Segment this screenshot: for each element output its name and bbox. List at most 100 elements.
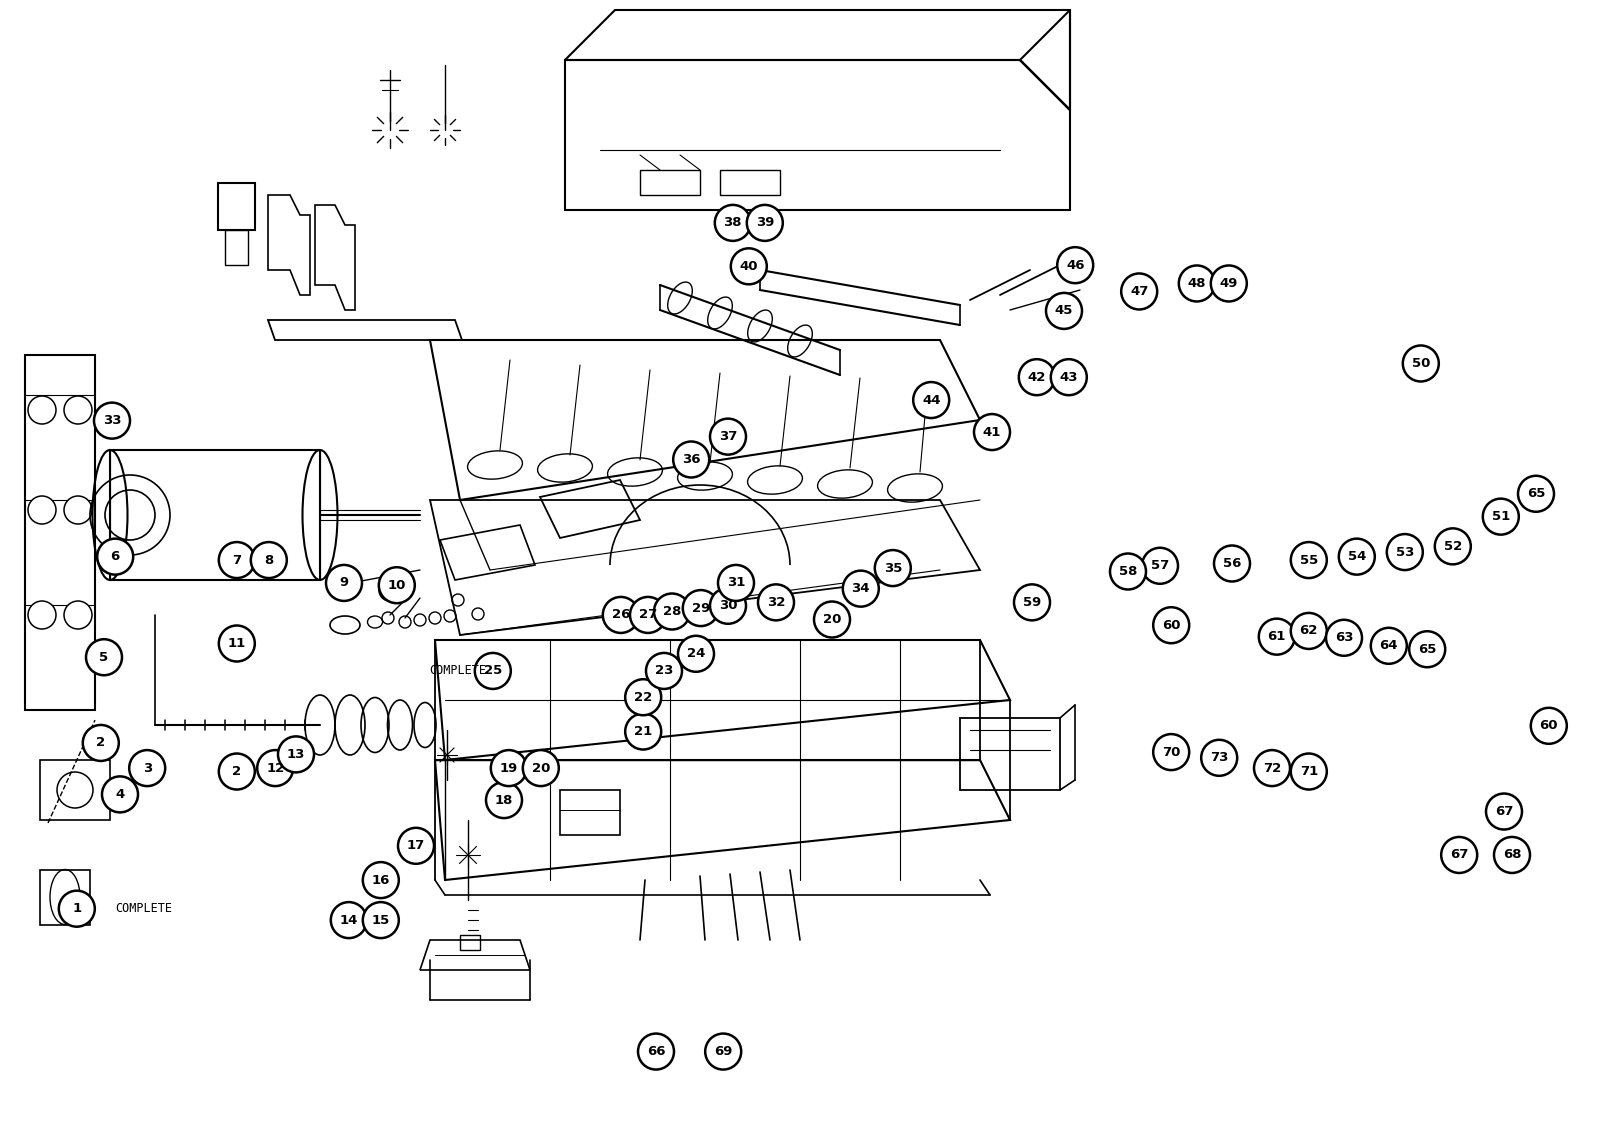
Circle shape [1403, 345, 1438, 382]
Text: 52: 52 [1443, 539, 1462, 553]
Text: 2: 2 [232, 765, 242, 778]
Circle shape [278, 736, 314, 773]
Text: 51: 51 [1491, 510, 1510, 523]
Text: 39: 39 [755, 216, 774, 230]
Text: 7: 7 [232, 553, 242, 567]
Text: 26: 26 [611, 608, 630, 622]
Circle shape [398, 828, 434, 864]
Circle shape [710, 418, 746, 455]
Circle shape [523, 750, 558, 786]
Circle shape [674, 441, 709, 478]
Text: 62: 62 [1299, 624, 1318, 638]
Circle shape [1058, 247, 1093, 283]
Text: 59: 59 [1022, 596, 1042, 609]
Circle shape [646, 653, 682, 689]
Text: 1: 1 [72, 902, 82, 916]
Circle shape [1483, 498, 1518, 535]
Text: 18: 18 [494, 793, 514, 807]
Text: 10: 10 [387, 578, 406, 592]
Circle shape [1046, 293, 1082, 329]
Text: 61: 61 [1267, 630, 1286, 644]
Text: 45: 45 [1054, 304, 1074, 318]
Text: 53: 53 [1395, 545, 1414, 559]
Text: 21: 21 [634, 725, 653, 738]
Circle shape [1202, 740, 1237, 776]
Circle shape [83, 725, 118, 761]
Circle shape [1291, 542, 1326, 578]
Circle shape [974, 414, 1010, 450]
Text: 9: 9 [339, 576, 349, 590]
Circle shape [1387, 534, 1422, 570]
Circle shape [1019, 359, 1054, 395]
Circle shape [1291, 753, 1326, 790]
Text: 29: 29 [691, 601, 710, 615]
Text: 60: 60 [1162, 618, 1181, 632]
Circle shape [363, 902, 398, 938]
Text: 50: 50 [1411, 357, 1430, 370]
Text: 71: 71 [1299, 765, 1318, 778]
Circle shape [626, 679, 661, 716]
Text: 23: 23 [654, 664, 674, 678]
Circle shape [715, 205, 750, 241]
Circle shape [630, 597, 666, 633]
Text: 41: 41 [982, 425, 1002, 439]
Circle shape [678, 636, 714, 672]
Text: 63: 63 [1334, 631, 1354, 645]
Text: 35: 35 [883, 561, 902, 575]
Circle shape [331, 902, 366, 938]
Circle shape [1154, 607, 1189, 644]
Text: 64: 64 [1379, 639, 1398, 653]
Circle shape [29, 395, 56, 424]
Circle shape [654, 593, 690, 630]
Circle shape [843, 570, 878, 607]
Text: 49: 49 [1219, 277, 1238, 290]
Text: 8: 8 [264, 553, 274, 567]
Circle shape [59, 890, 94, 927]
Text: 32: 32 [766, 596, 786, 609]
Text: 19: 19 [499, 761, 518, 775]
Text: 67: 67 [1450, 848, 1469, 862]
Text: 68: 68 [1502, 848, 1522, 862]
Text: 56: 56 [1222, 557, 1242, 570]
Circle shape [638, 1033, 674, 1070]
Text: 22: 22 [634, 690, 653, 704]
Circle shape [1254, 750, 1290, 786]
Circle shape [486, 782, 522, 818]
Circle shape [914, 382, 949, 418]
Text: 3: 3 [142, 761, 152, 775]
Circle shape [1518, 475, 1554, 512]
Circle shape [1291, 613, 1326, 649]
Text: 20: 20 [531, 761, 550, 775]
Text: 27: 27 [638, 608, 658, 622]
Text: 37: 37 [718, 430, 738, 443]
Circle shape [29, 496, 56, 523]
Circle shape [683, 590, 718, 626]
Text: 25: 25 [483, 664, 502, 678]
Text: 48: 48 [1187, 277, 1206, 290]
Text: 24: 24 [686, 647, 706, 661]
Circle shape [1214, 545, 1250, 582]
Circle shape [1122, 273, 1157, 310]
Circle shape [98, 538, 133, 575]
Circle shape [1531, 708, 1566, 744]
Text: 60: 60 [1539, 719, 1558, 733]
Circle shape [64, 601, 93, 629]
Circle shape [1435, 528, 1470, 565]
Circle shape [1051, 359, 1086, 395]
Text: 55: 55 [1299, 553, 1318, 567]
Circle shape [1179, 265, 1214, 302]
Text: 6: 6 [110, 550, 120, 563]
Text: 30: 30 [718, 599, 738, 613]
Circle shape [219, 753, 254, 790]
Text: 57: 57 [1150, 559, 1170, 573]
Circle shape [1014, 584, 1050, 621]
Circle shape [1326, 620, 1362, 656]
Text: 13: 13 [286, 748, 306, 761]
Text: 47: 47 [1130, 285, 1149, 298]
Text: 16: 16 [371, 873, 390, 887]
Circle shape [603, 597, 638, 633]
Text: 17: 17 [406, 839, 426, 853]
Text: 72: 72 [1262, 761, 1282, 775]
Text: 15: 15 [371, 913, 390, 927]
Circle shape [64, 496, 93, 523]
